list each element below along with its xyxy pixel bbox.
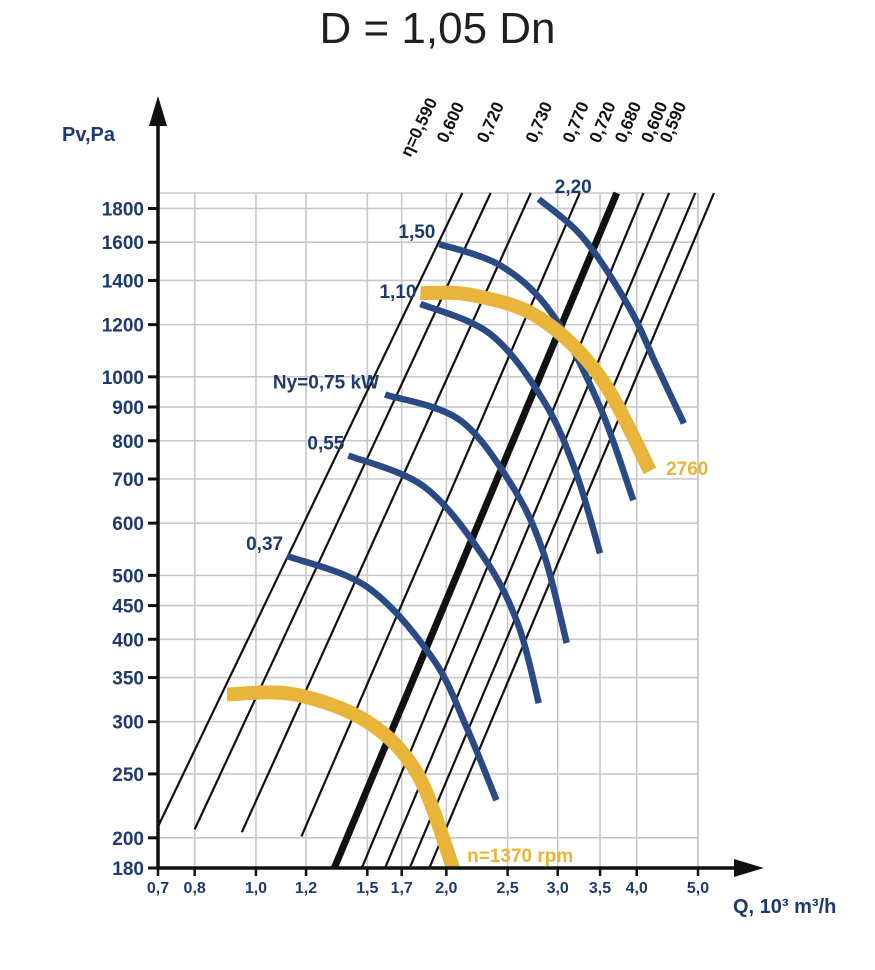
power-label: Ny=0,75 kW <box>273 373 379 394</box>
x-tick-label: 0,8 <box>184 880 206 897</box>
x-tick-label: 0,7 <box>147 880 169 897</box>
y-tick-label: 1400 <box>102 271 144 292</box>
ticks: 180 200 250 300 350 400 450 500 600 700 800 900 1000… <box>102 199 710 897</box>
x-tick-label: 1,7 <box>391 880 413 897</box>
speed-curve <box>420 285 657 475</box>
efficiency-line <box>384 192 671 868</box>
efficiency-label: η=0,590 <box>397 95 441 160</box>
x-tick-label: 1,2 <box>295 880 317 897</box>
y-axis-label: Pv,Pa <box>62 124 116 146</box>
power-label: 0,55 <box>307 433 344 454</box>
power-curve <box>419 300 604 555</box>
efficiency-line <box>158 192 464 828</box>
x-tick-label: 2,0 <box>435 880 457 897</box>
y-tick-label: 800 <box>112 432 144 453</box>
y-tick-label: 200 <box>112 829 144 850</box>
y-tick-label: 600 <box>112 514 144 535</box>
axes <box>149 96 764 877</box>
efficiency-label: 0,730 <box>522 99 556 146</box>
x-tick-label: 4,0 <box>626 880 648 897</box>
y-tick-label: 1000 <box>102 368 144 389</box>
efficiency-line <box>331 191 621 868</box>
y-axis-arrow <box>149 96 167 126</box>
y-tick-label: 300 <box>112 713 144 734</box>
power-label: 1,10 <box>379 282 416 303</box>
power-curve <box>347 452 542 705</box>
chart-title: D = 1,05 Dn <box>319 4 556 53</box>
x-tick-label: 1,5 <box>356 880 378 897</box>
speed-curve <box>226 685 460 871</box>
x-axis-label: Q, 10³ m³/h <box>733 896 836 918</box>
y-tick-label: 180 <box>112 859 144 880</box>
speed-curves: n=1370 rpm 2760 <box>226 285 708 871</box>
y-tick-label: 700 <box>112 470 144 491</box>
power-curve <box>438 240 637 502</box>
speed-label: 2760 <box>666 459 708 480</box>
y-tick-label: 1800 <box>102 199 144 220</box>
x-tick-label: 3,5 <box>589 880 611 897</box>
efficiency-line <box>300 192 581 837</box>
power-curve <box>536 196 687 425</box>
power-label: 0,37 <box>246 534 283 555</box>
x-tick-label: 1,0 <box>245 880 267 897</box>
x-tick-label: 5,0 <box>687 880 709 897</box>
power-curves: 0,37 0,55 Ny=0,75 kW 1,10 1,50 2,20 <box>246 177 687 802</box>
x-tick-label: 2,5 <box>496 880 518 897</box>
y-tick-label: 500 <box>112 566 144 587</box>
power-label: 2,20 <box>555 177 592 198</box>
y-tick-label: 250 <box>112 765 144 786</box>
y-tick-label: 900 <box>112 398 144 419</box>
efficiency-line <box>408 192 697 868</box>
speed-label: n=1370 rpm <box>467 846 573 867</box>
y-tick-label: 1200 <box>102 316 144 337</box>
x-axis-arrow <box>734 859 764 877</box>
efficiency-label: 0,720 <box>473 99 508 146</box>
y-tick-label: 350 <box>112 669 144 690</box>
y-tick-label: 1600 <box>102 233 144 254</box>
y-tick-label: 400 <box>112 630 144 651</box>
power-label: 1,50 <box>398 222 435 243</box>
x-tick-label: 3,0 <box>547 880 569 897</box>
y-tick-label: 450 <box>112 597 144 618</box>
power-curve <box>384 391 570 644</box>
power-curve <box>285 552 500 802</box>
